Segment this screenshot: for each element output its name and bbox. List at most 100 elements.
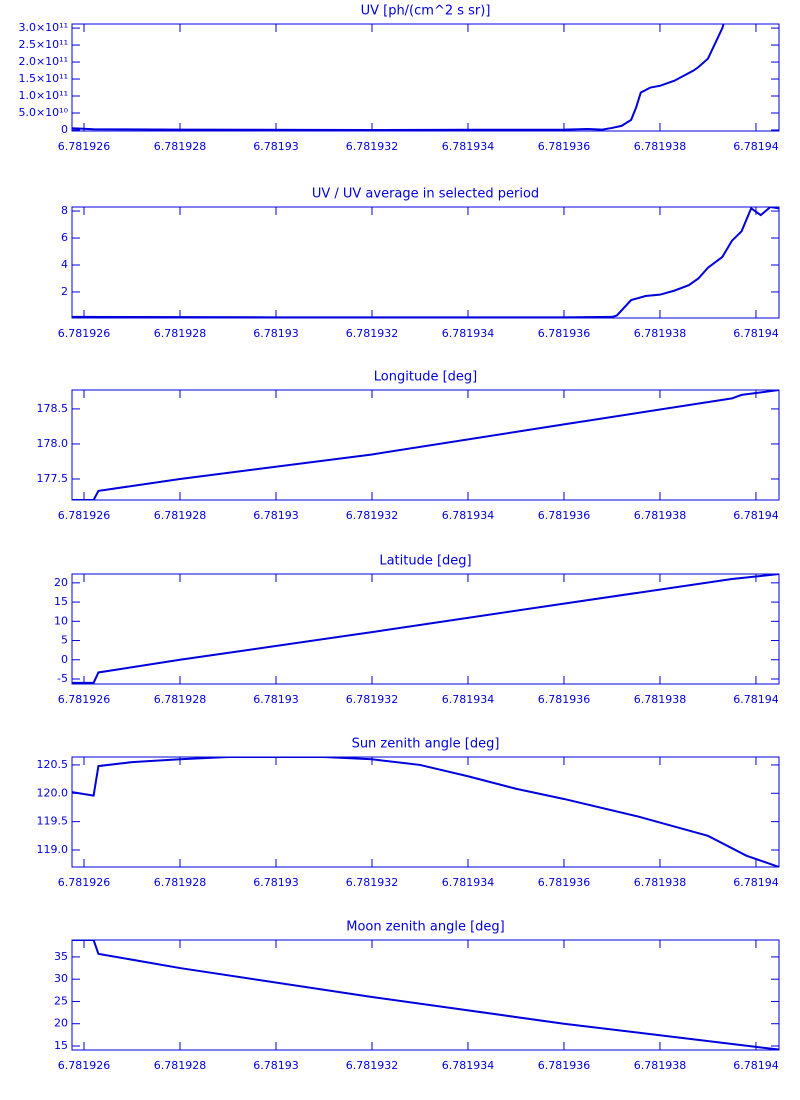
x-tick-label: 6.781928 bbox=[154, 327, 207, 340]
series-line bbox=[72, 757, 779, 867]
x-tick-label: 6.781936 bbox=[538, 327, 591, 340]
y-tick-label: 119.0 bbox=[37, 843, 69, 856]
x-tick-label: 6.781926 bbox=[58, 327, 111, 340]
y-tick-label: 15 bbox=[54, 595, 68, 608]
x-tick-label: 6.78194 bbox=[733, 509, 779, 522]
x-tick-label: 6.78194 bbox=[733, 327, 779, 340]
x-tick-label: 6.781932 bbox=[346, 1059, 399, 1072]
y-tick-label: 0 bbox=[61, 653, 68, 666]
x-tick-label: 6.781932 bbox=[346, 876, 399, 889]
y-tick-label: 1.0×10¹¹ bbox=[18, 89, 68, 102]
y-tick-label: -5 bbox=[57, 672, 68, 685]
x-tick-label: 6.781934 bbox=[442, 509, 495, 522]
series-line bbox=[72, 940, 779, 1050]
x-tick-label: 6.78193 bbox=[253, 140, 299, 153]
x-tick-label: 6.781938 bbox=[634, 140, 687, 153]
x-tick-label: 6.78193 bbox=[253, 1059, 299, 1072]
x-tick-label: 6.781934 bbox=[442, 876, 495, 889]
y-tick-label: 177.5 bbox=[37, 472, 69, 485]
x-tick-label: 6.78193 bbox=[253, 876, 299, 889]
x-tick-label: 6.781932 bbox=[346, 140, 399, 153]
plot-frame bbox=[71, 939, 780, 1051]
plot-area bbox=[72, 207, 779, 318]
x-tick-label: 6.78194 bbox=[733, 693, 779, 706]
y-tick-label: 10 bbox=[54, 614, 68, 627]
plot-frame bbox=[71, 389, 780, 501]
y-tick-label: 5.0×10¹⁰ bbox=[18, 106, 68, 119]
x-tick-label: 6.781936 bbox=[538, 693, 591, 706]
y-tick-label: 0 bbox=[61, 123, 68, 136]
x-tick-label: 6.781936 bbox=[538, 140, 591, 153]
plot-area bbox=[72, 940, 779, 1050]
panel-title: UV [ph/(cm^2 s sr)] bbox=[361, 4, 491, 19]
x-tick-label: 6.781934 bbox=[442, 1059, 495, 1072]
y-tick-label: 25 bbox=[54, 994, 68, 1007]
y-tick-label: 2 bbox=[61, 285, 68, 298]
y-tick-label: 120.0 bbox=[37, 786, 69, 799]
panel-title: Latitude [deg] bbox=[379, 554, 471, 569]
y-tick-label: 3.0×10¹¹ bbox=[18, 21, 68, 34]
plot-area bbox=[72, 757, 779, 867]
plot-frame bbox=[71, 573, 780, 685]
x-tick-label: 6.78194 bbox=[733, 876, 779, 889]
y-tick-label: 5 bbox=[61, 634, 68, 647]
y-tick-label: 20 bbox=[54, 576, 68, 589]
plot-frame bbox=[71, 756, 780, 868]
panel-title: Longitude [deg] bbox=[374, 370, 477, 385]
plot-frame bbox=[71, 206, 780, 319]
y-tick-label: 1.5×10¹¹ bbox=[18, 72, 68, 85]
x-tick-label: 6.781932 bbox=[346, 509, 399, 522]
x-tick-label: 6.781928 bbox=[154, 1059, 207, 1072]
x-tick-label: 6.78194 bbox=[733, 140, 779, 153]
x-tick-label: 6.78193 bbox=[253, 693, 299, 706]
x-tick-label: 6.781934 bbox=[442, 140, 495, 153]
y-tick-label: 2.0×10¹¹ bbox=[18, 55, 68, 68]
x-tick-label: 6.781938 bbox=[634, 876, 687, 889]
x-tick-label: 6.781932 bbox=[346, 327, 399, 340]
x-tick-label: 6.781938 bbox=[634, 1059, 687, 1072]
x-tick-label: 6.78193 bbox=[253, 327, 299, 340]
x-tick-label: 6.781938 bbox=[634, 693, 687, 706]
y-tick-label: 2.5×10¹¹ bbox=[18, 38, 68, 51]
y-tick-label: 119.5 bbox=[37, 815, 69, 828]
y-tick-label: 178.0 bbox=[37, 437, 69, 450]
x-tick-label: 6.781936 bbox=[538, 1059, 591, 1072]
x-tick-label: 6.78194 bbox=[733, 1059, 779, 1072]
series-line bbox=[72, 24, 725, 131]
x-tick-label: 6.781928 bbox=[154, 140, 207, 153]
x-tick-label: 6.781926 bbox=[58, 693, 111, 706]
panel-title: UV / UV average in selected period bbox=[312, 187, 539, 202]
plot-frame bbox=[71, 23, 780, 132]
plot-area bbox=[72, 390, 779, 500]
x-tick-label: 6.78193 bbox=[253, 509, 299, 522]
y-tick-label: 20 bbox=[54, 1017, 68, 1030]
x-tick-label: 6.781932 bbox=[346, 693, 399, 706]
series-line bbox=[72, 390, 779, 500]
x-tick-label: 6.781936 bbox=[538, 509, 591, 522]
y-tick-label: 6 bbox=[61, 231, 68, 244]
series-line bbox=[72, 574, 779, 684]
x-tick-label: 6.781926 bbox=[58, 509, 111, 522]
plot-area bbox=[72, 24, 725, 131]
x-tick-label: 6.781926 bbox=[58, 876, 111, 889]
y-tick-label: 120.5 bbox=[37, 758, 69, 771]
y-tick-label: 30 bbox=[54, 972, 68, 985]
y-tick-label: 4 bbox=[61, 258, 68, 271]
x-tick-label: 6.781938 bbox=[634, 509, 687, 522]
y-tick-label: 15 bbox=[54, 1039, 68, 1052]
plot-area bbox=[72, 574, 779, 684]
y-tick-label: 8 bbox=[61, 204, 68, 217]
x-tick-label: 6.781936 bbox=[538, 876, 591, 889]
x-tick-label: 6.781934 bbox=[442, 327, 495, 340]
panel-title: Sun zenith angle [deg] bbox=[352, 737, 500, 752]
panel-title: Moon zenith angle [deg] bbox=[346, 920, 504, 935]
x-tick-label: 6.781934 bbox=[442, 693, 495, 706]
x-tick-label: 6.781928 bbox=[154, 693, 207, 706]
series-line bbox=[72, 207, 779, 318]
x-tick-label: 6.781926 bbox=[58, 1059, 111, 1072]
x-tick-label: 6.781928 bbox=[154, 509, 207, 522]
x-tick-label: 6.781926 bbox=[58, 140, 111, 153]
x-tick-label: 6.781938 bbox=[634, 327, 687, 340]
x-tick-label: 6.781928 bbox=[154, 876, 207, 889]
